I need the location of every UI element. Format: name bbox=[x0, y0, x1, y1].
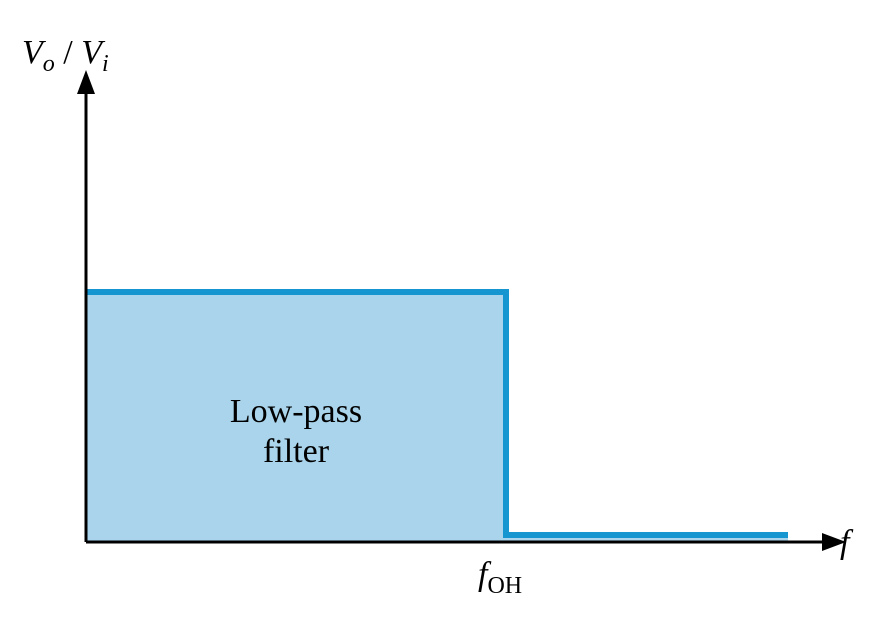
cutoff-label-sub: OH bbox=[487, 573, 522, 599]
y-axis-label-i: i bbox=[102, 51, 109, 77]
y-axis-label-Vi: V bbox=[81, 34, 102, 71]
x-axis-label: f bbox=[840, 526, 849, 560]
x-axis-label-text: f bbox=[840, 524, 849, 561]
y-axis-arrowhead bbox=[77, 70, 95, 94]
y-axis-label: Vo / Vi bbox=[22, 36, 109, 70]
filter-title-line2: filter bbox=[263, 433, 329, 470]
filter-title-line1: Low-pass bbox=[230, 393, 362, 430]
filter-title: Low-pass filter bbox=[186, 392, 406, 472]
figure-stage: Vo / Vi f fOH Low-pass filter bbox=[0, 0, 882, 630]
y-axis-label-o: o bbox=[43, 51, 55, 77]
y-axis-label-slash: / bbox=[55, 34, 81, 71]
cutoff-label: fOH bbox=[478, 558, 522, 592]
y-axis-label-Vo: V bbox=[22, 34, 43, 71]
filter-diagram-svg bbox=[0, 0, 882, 630]
